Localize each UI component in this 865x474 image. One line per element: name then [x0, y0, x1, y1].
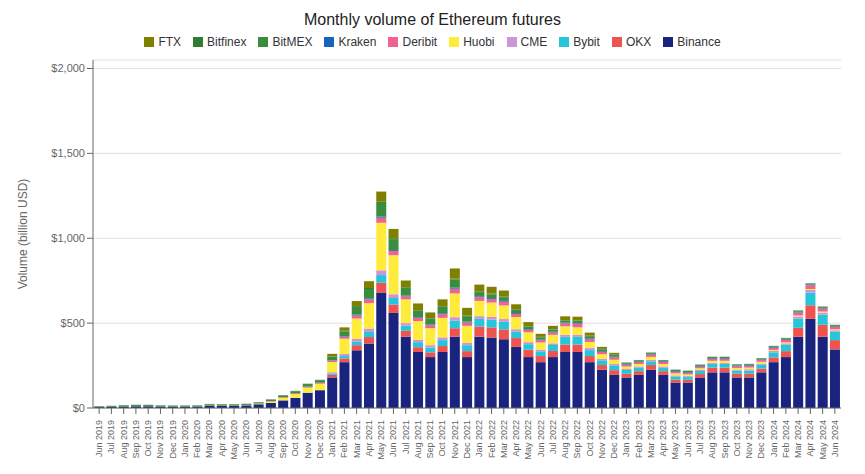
html-text:FTX: FTX	[158, 35, 182, 49]
svg-text:Mar 2022: Mar 2022	[499, 420, 509, 458]
svg-text:Sep 2022: Sep 2022	[572, 420, 582, 459]
svg-text:Dec 2019: Dec 2019	[168, 420, 178, 459]
svg-text:Aug 2019: Aug 2019	[119, 420, 129, 459]
svg-text:Nov 2019: Nov 2019	[155, 420, 165, 459]
svg-text:Mar 2024: Mar 2024	[793, 420, 803, 458]
html-text:Binance: Binance	[677, 35, 721, 49]
svg-text:Apr 2022: Apr 2022	[511, 420, 521, 457]
svg-text:Dec 2020: Dec 2020	[315, 420, 325, 459]
svg-text:Jun 2021: Jun 2021	[388, 420, 398, 457]
svg-text:Aug 2020: Aug 2020	[266, 420, 276, 459]
svg-text:Sep 2021: Sep 2021	[425, 420, 435, 459]
svg-text:May 2021: May 2021	[376, 420, 386, 460]
html-text:BitMEX: BitMEX	[272, 35, 313, 49]
svg-text:Jul 2022: Jul 2022	[548, 420, 558, 454]
svg-text:$2,000: $2,000	[51, 62, 85, 74]
svg-text:$0: $0	[73, 402, 85, 414]
svg-text:May 2022: May 2022	[523, 420, 533, 460]
svg-text:Mar 2021: Mar 2021	[352, 420, 362, 458]
svg-text:Oct 2022: Oct 2022	[585, 420, 595, 457]
svg-text:Oct 2019: Oct 2019	[143, 420, 153, 457]
html-text:Deribit: Deribit	[402, 35, 438, 49]
svg-text:Dec 2022: Dec 2022	[609, 420, 619, 459]
svg-text:Jul 2020: Jul 2020	[254, 420, 264, 454]
svg-text:Feb 2020: Feb 2020	[192, 420, 202, 458]
svg-text:Jul 2021: Jul 2021	[401, 420, 411, 454]
svg-text:Apr 2024: Apr 2024	[805, 420, 815, 457]
svg-text:Jun 2022: Jun 2022	[536, 420, 546, 457]
svg-text:Jan 2021: Jan 2021	[327, 420, 337, 457]
svg-text:Nov 2023: Nov 2023	[744, 420, 754, 459]
html-text:Bitfinex: Bitfinex	[207, 35, 247, 49]
svg-text:$1,500: $1,500	[51, 147, 85, 159]
svg-text:Aug 2023: Aug 2023	[707, 420, 717, 459]
html-text:Kraken: Kraken	[338, 35, 377, 49]
svg-text:Feb 2021: Feb 2021	[339, 420, 349, 458]
svg-text:Jan 2024: Jan 2024	[769, 420, 779, 457]
svg-text:Sep 2020: Sep 2020	[278, 420, 288, 459]
svg-text:Dec 2023: Dec 2023	[756, 420, 766, 459]
html-text:Bybit: Bybit	[573, 35, 600, 49]
svg-text:Oct 2023: Oct 2023	[732, 420, 742, 457]
html-text:OKX: OKX	[625, 35, 652, 49]
svg-text:Mar 2023: Mar 2023	[646, 420, 656, 458]
svg-text:Jan 2023: Jan 2023	[621, 420, 631, 457]
svg-text:Volume (billion USD): Volume (billion USD)	[16, 179, 30, 290]
svg-text:Jan 2022: Jan 2022	[474, 420, 484, 457]
svg-text:Feb 2024: Feb 2024	[781, 420, 791, 458]
svg-text:Jan 2020: Jan 2020	[180, 420, 190, 457]
svg-text:Nov 2022: Nov 2022	[597, 420, 607, 459]
svg-text:Aug 2021: Aug 2021	[413, 420, 423, 459]
svg-text:Apr 2020: Apr 2020	[217, 420, 227, 457]
svg-text:Feb 2023: Feb 2023	[634, 420, 644, 458]
svg-text:Oct 2021: Oct 2021	[437, 420, 447, 457]
svg-text:Oct 2020: Oct 2020	[290, 420, 300, 457]
html-text:CME: CME	[520, 35, 548, 49]
html-text:Huobi: Huobi	[463, 35, 495, 49]
svg-text:Aug 2022: Aug 2022	[560, 420, 570, 459]
svg-text:Jun 2023: Jun 2023	[683, 420, 693, 457]
svg-text:Jun 2020: Jun 2020	[241, 420, 251, 457]
svg-text:May 2024: May 2024	[818, 420, 828, 460]
svg-text:Jul 2023: Jul 2023	[695, 420, 705, 454]
svg-text:$1,000: $1,000	[51, 232, 85, 244]
svg-text:Jul 2019: Jul 2019	[106, 420, 116, 454]
svg-text:Jun 2019: Jun 2019	[94, 420, 104, 457]
svg-text:Nov 2020: Nov 2020	[303, 420, 313, 459]
svg-text:Nov 2021: Nov 2021	[450, 420, 460, 459]
svg-text:May 2023: May 2023	[670, 420, 680, 460]
svg-text:Apr 2023: Apr 2023	[658, 420, 668, 457]
svg-text:Apr 2021: Apr 2021	[364, 420, 374, 457]
svg-text:Sep 2019: Sep 2019	[131, 420, 141, 459]
svg-text:Dec 2021: Dec 2021	[462, 420, 472, 459]
svg-text:Feb 2022: Feb 2022	[487, 420, 497, 458]
svg-text:Mar 2020: Mar 2020	[204, 420, 214, 458]
svg-text:May 2020: May 2020	[229, 420, 239, 460]
svg-text:Jun 2024: Jun 2024	[830, 420, 840, 457]
svg-text:$500: $500	[61, 317, 85, 329]
svg-text:Sep 2023: Sep 2023	[720, 420, 730, 459]
html-text:Monthly volume of Ethereum fut: Monthly volume of Ethereum futures	[304, 11, 561, 28]
